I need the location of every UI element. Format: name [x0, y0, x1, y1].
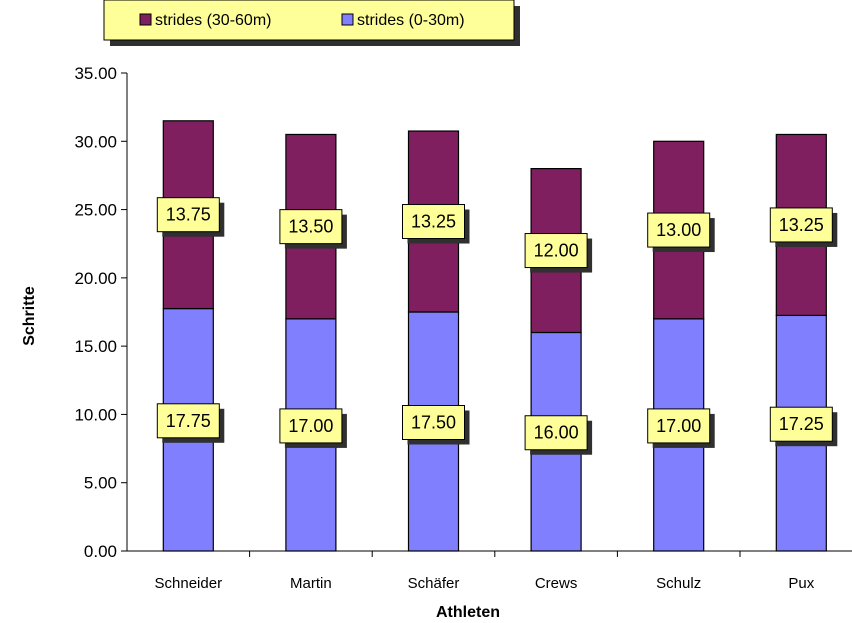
data-label: 16.00 — [534, 423, 579, 443]
data-label: 13.00 — [656, 220, 701, 240]
data-label-box — [769, 207, 833, 243]
y-tick-label: 10.00 — [74, 405, 117, 424]
y-tick-label: 35.00 — [74, 64, 117, 83]
category-label: Schulz — [656, 575, 701, 592]
y-tick-label: 5.00 — [84, 474, 117, 493]
data-label: 17.25 — [779, 414, 824, 434]
y-tick-label: 25.00 — [74, 201, 117, 220]
x-axis-title: Athleten — [436, 604, 500, 621]
data-label: 13.75 — [166, 205, 211, 225]
data-label-box — [647, 212, 711, 248]
data-label-box — [402, 204, 465, 240]
legend-label-strides-30-60: strides (30-60m) — [155, 12, 271, 29]
y-axis-title: Schritte — [21, 286, 38, 346]
y-tick-label: 15.00 — [74, 337, 117, 356]
legend-swatch-strides-30-60 — [139, 13, 152, 26]
data-label: 17.00 — [656, 416, 701, 436]
category-label: Martin — [290, 575, 332, 592]
category-label: Crews — [535, 575, 578, 592]
data-label: 13.25 — [779, 215, 824, 235]
data-label: 13.25 — [411, 212, 456, 232]
data-label-box — [279, 408, 343, 444]
data-label: 17.50 — [411, 413, 456, 433]
y-tick-label: 0.00 — [84, 542, 117, 561]
data-label-box — [524, 233, 588, 269]
data-label: 17.00 — [288, 416, 333, 436]
category-label: Schneider — [155, 575, 223, 592]
data-label-box — [647, 408, 711, 444]
data-label: 12.00 — [534, 241, 579, 261]
data-label: 13.50 — [288, 217, 333, 237]
plot-area: 0.00 5.00 10.00 15.00 20.00 25.00 30.00 35.00 17… — [74, 64, 852, 592]
data-label-box — [402, 405, 465, 440]
legend-box — [103, 0, 515, 41]
legend: strides (30-60m) strides (0-30m) — [103, 0, 520, 46]
y-tick-label: 30.00 — [74, 132, 117, 151]
data-label-box — [769, 406, 833, 442]
category-label: Schäfer — [408, 575, 460, 592]
data-label: 17.75 — [166, 411, 211, 431]
category-label: Pux — [788, 575, 814, 592]
data-label-box — [156, 403, 220, 439]
legend-swatch-strides-0-30 — [341, 13, 354, 26]
y-tick-label: 20.00 — [74, 269, 117, 288]
legend-label-strides-0-30: strides (0-30m) — [357, 12, 465, 29]
data-label-box — [279, 209, 343, 245]
data-label-box — [156, 197, 220, 233]
data-label-box — [524, 415, 588, 451]
